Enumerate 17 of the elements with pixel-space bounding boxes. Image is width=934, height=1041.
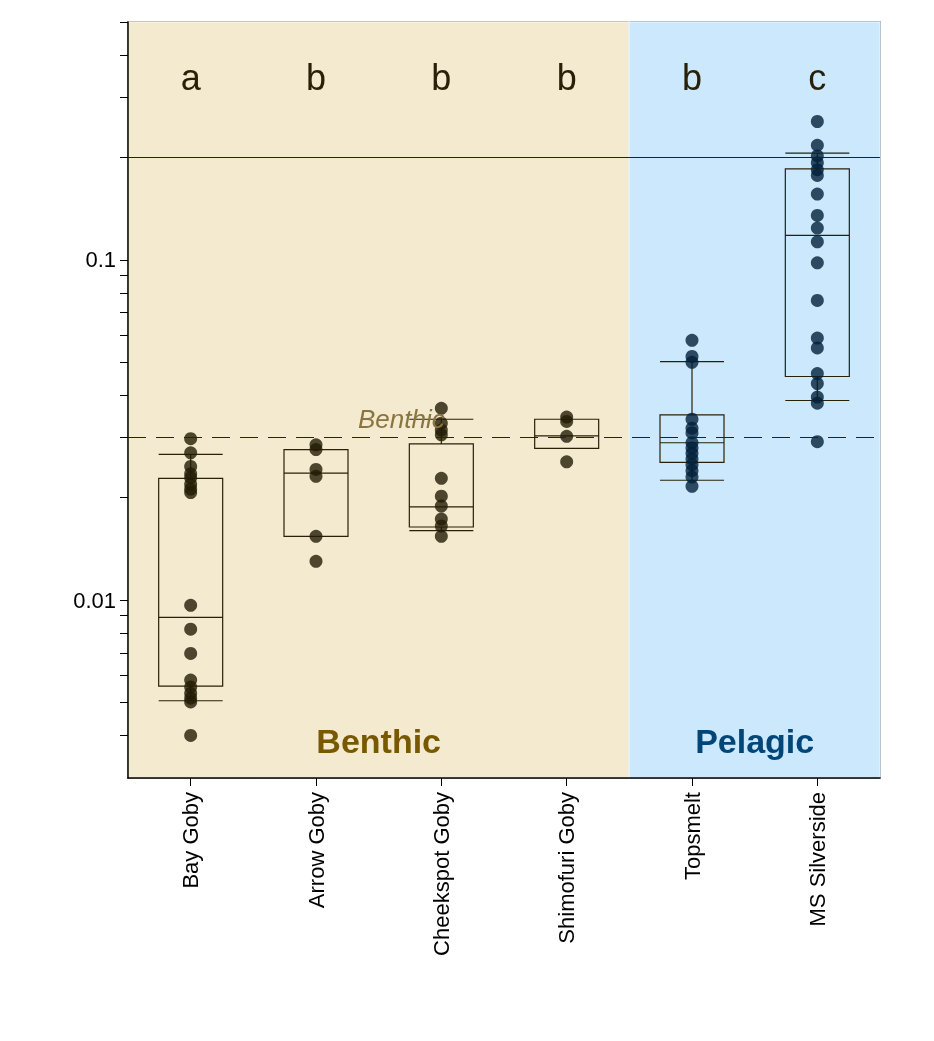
x-tick-label: Bay Goby [178,792,204,889]
band-label: Benthic [316,722,442,760]
ref-line-label: Benthic [358,403,445,434]
annotation: b [681,56,703,98]
annotation: b [556,56,577,98]
x-tick-label: MS Silverside [804,792,830,927]
y-tick-label: 0.1 [85,247,116,273]
annotation: b [305,56,327,98]
y-tick-label: 0.01 [73,587,116,613]
x-tick-label: Topsmelt [679,792,705,881]
band-label: Pelagic [695,722,815,760]
x-tick-label: Cheekspot Goby [428,792,454,956]
x-tick-label: Shimofuri Goby [554,792,580,944]
annotation: b [431,56,452,98]
annotation: a [180,56,202,98]
annotation: c [808,56,827,98]
x-tick-label: Arrow Goby [303,792,329,909]
